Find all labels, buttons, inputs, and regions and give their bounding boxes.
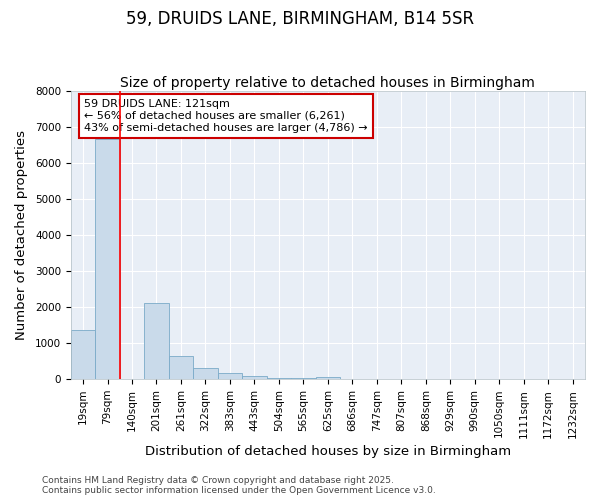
Bar [242, 376, 266, 379]
Title: Size of property relative to detached houses in Birmingham: Size of property relative to detached ho… [121, 76, 535, 90]
Text: 59, DRUIDS LANE, BIRMINGHAM, B14 5SR: 59, DRUIDS LANE, BIRMINGHAM, B14 5SR [126, 10, 474, 28]
Bar [169, 356, 193, 379]
Text: 59 DRUIDS LANE: 121sqm
← 56% of detached houses are smaller (6,261)
43% of semi-: 59 DRUIDS LANE: 121sqm ← 56% of detached… [84, 100, 368, 132]
X-axis label: Distribution of detached houses by size in Birmingham: Distribution of detached houses by size … [145, 444, 511, 458]
Bar [95, 140, 120, 379]
Y-axis label: Number of detached properties: Number of detached properties [15, 130, 28, 340]
Bar [144, 304, 169, 379]
Bar [218, 374, 242, 379]
Bar [193, 368, 218, 379]
Bar [71, 330, 95, 379]
Bar [266, 378, 291, 379]
Text: Contains HM Land Registry data © Crown copyright and database right 2025.
Contai: Contains HM Land Registry data © Crown c… [42, 476, 436, 495]
Bar [291, 378, 316, 379]
Bar [316, 376, 340, 379]
